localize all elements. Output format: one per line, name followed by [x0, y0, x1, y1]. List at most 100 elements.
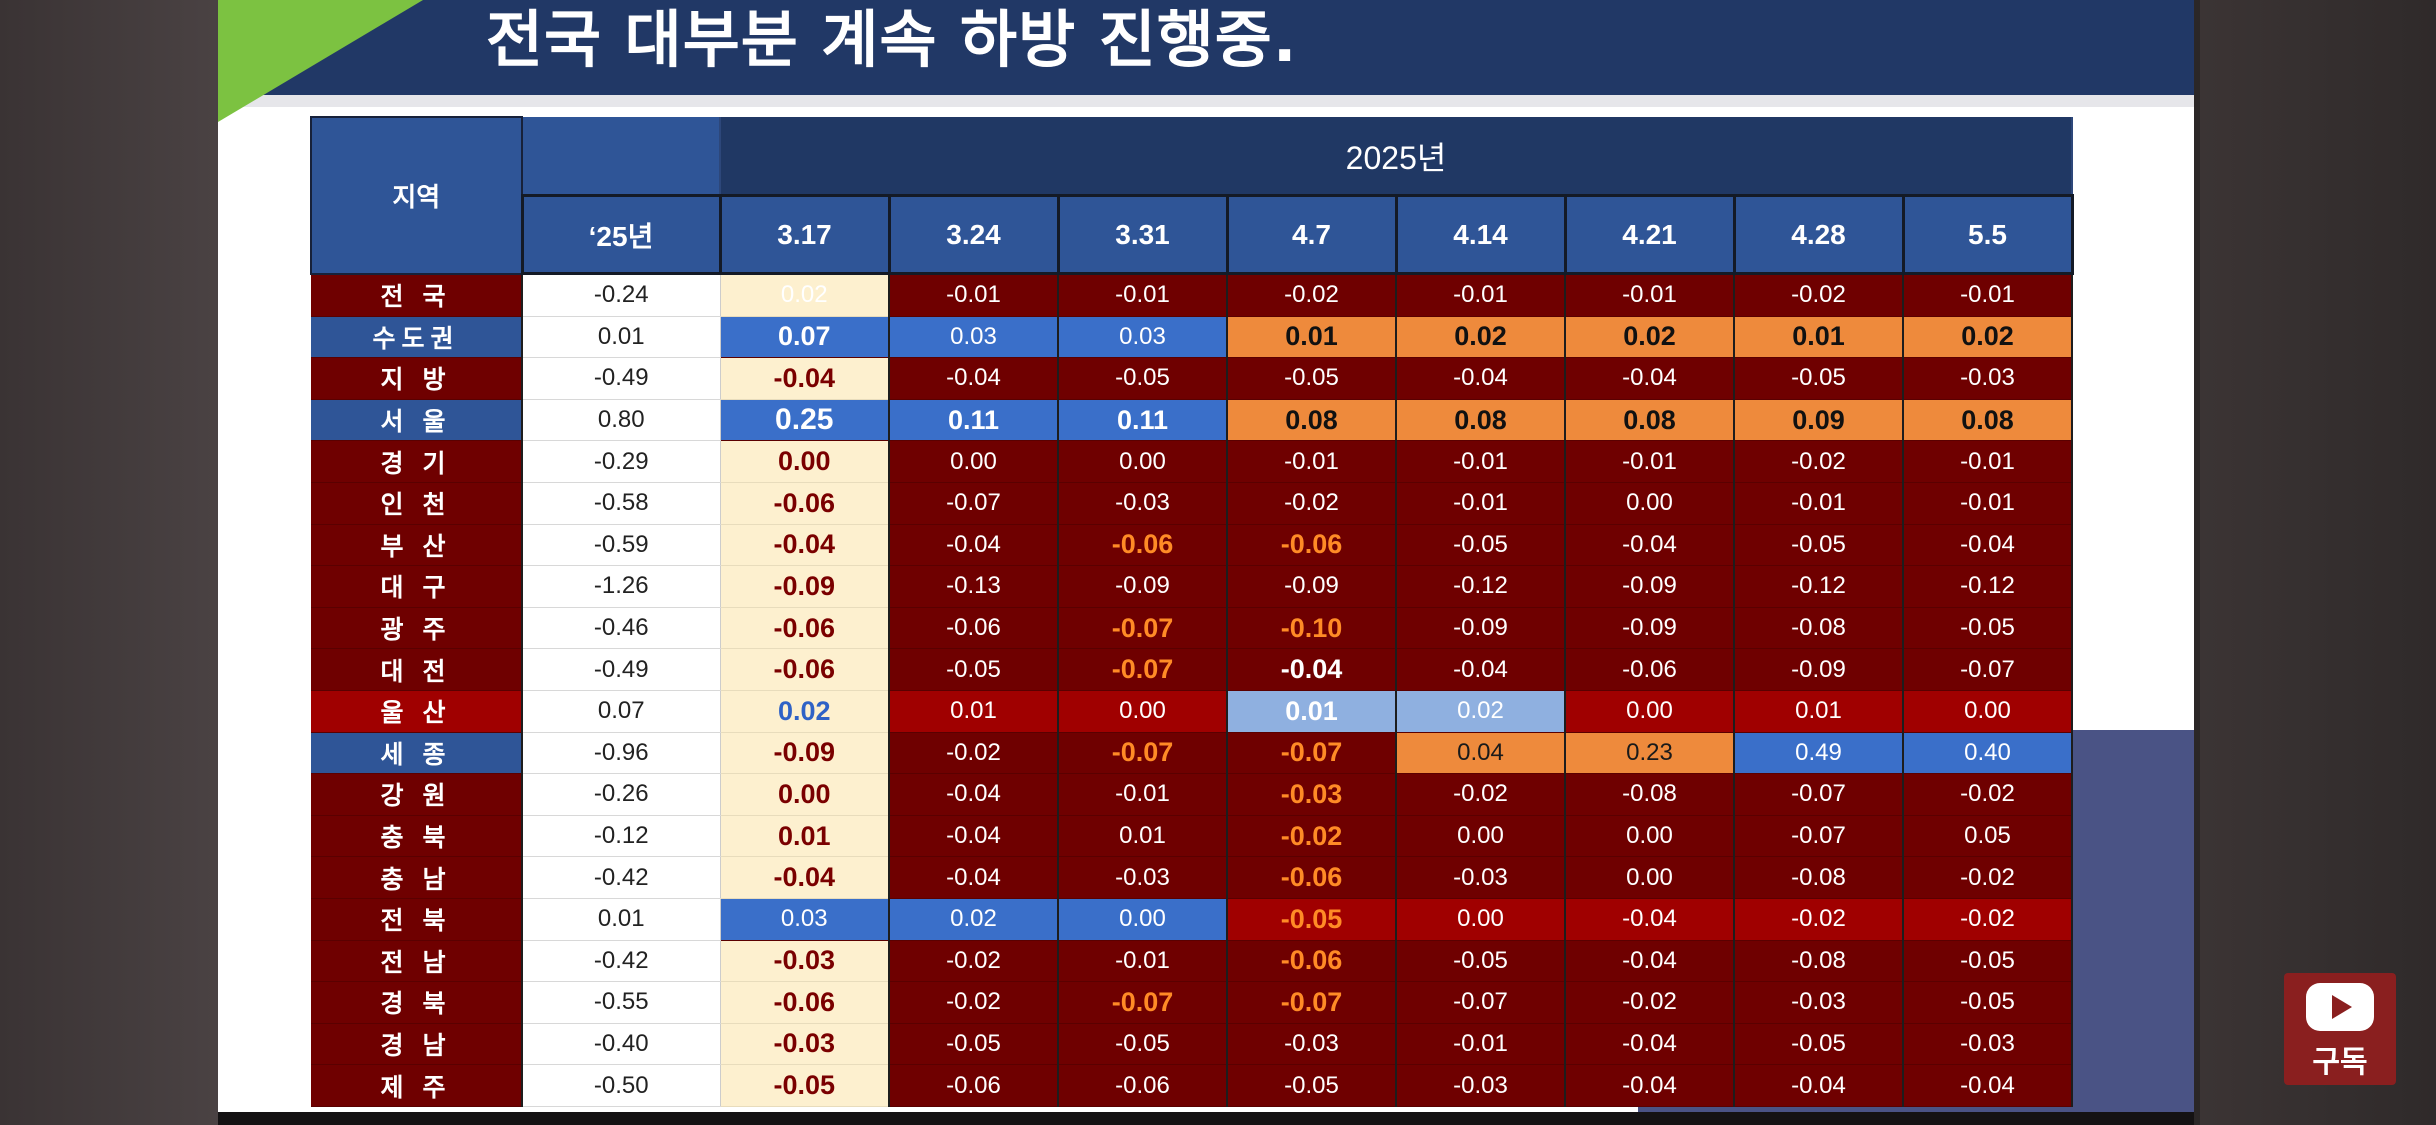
week-header: 4.7	[1225, 194, 1398, 275]
weekly-change-cell: 0.08	[1227, 399, 1397, 442]
weekly-change-cell: -0.09	[1565, 607, 1735, 650]
value-2025-cell: 0.07	[522, 690, 721, 733]
weekly-change-cell: -0.05	[889, 1023, 1059, 1066]
region-label: 경 기	[311, 440, 523, 483]
weekly-change-cell: -0.07	[1058, 981, 1228, 1024]
slide-title: 전국 대부분 계속 하방 진행중.	[486, 3, 1298, 76]
weekly-change-cell: -0.01	[1903, 273, 2073, 317]
weekly-change-cell: -0.07	[1903, 648, 2073, 691]
table-row: 대 전 -0.49 -0.06 -0.05 -0.07 -0.04 -0.04 -0.06 -0…	[311, 648, 2073, 691]
weekly-change-cell: -0.03	[1734, 981, 1904, 1024]
subscribe-button[interactable]: 구독	[2284, 973, 2396, 1085]
weekly-change-cell: -0.02	[1227, 273, 1397, 317]
week-header: 3.31	[1056, 194, 1229, 275]
header-band	[218, 0, 2194, 95]
weekly-change-cell: -0.05	[1396, 940, 1566, 983]
weekly-change-cell: -0.04	[889, 773, 1059, 816]
weekly-change-cell: -0.01	[1396, 273, 1566, 317]
weekly-change-cell: -0.09	[1565, 565, 1735, 608]
value-2025-cell: -0.49	[522, 648, 721, 691]
weekly-change-cell: -0.08	[1734, 856, 1904, 899]
weekly-change-cell: -0.02	[1734, 273, 1904, 317]
weekly-change-cell: 0.00	[1396, 898, 1566, 941]
weekly-change-cell: 0.25	[720, 399, 890, 442]
weekly-change-cell: 0.08	[1903, 399, 2073, 442]
weekly-change-cell: -0.04	[1565, 1064, 1735, 1107]
weekly-change-cell: -0.06	[720, 482, 890, 525]
table-row: 경 남 -0.40 -0.03 -0.05 -0.05 -0.03 -0.01 -0.04 -0…	[311, 1023, 2073, 1066]
value-2025-cell: -0.50	[522, 1064, 721, 1107]
weekly-change-cell: -0.04	[1565, 524, 1735, 567]
weekly-change-cell: -0.06	[1058, 524, 1228, 567]
weekly-change-cell: 0.03	[1058, 316, 1228, 359]
green-corner-decoration	[218, 0, 423, 122]
weekly-change-cell: -0.04	[720, 856, 890, 899]
weekly-change-cell: -0.07	[1058, 648, 1228, 691]
table-row: 전 남 -0.42 -0.03 -0.02 -0.01 -0.06 -0.05 -0.04 -0…	[311, 940, 2073, 983]
table-row: 강 원 -0.26 0.00 -0.04 -0.01 -0.03 -0.02 -0.08 -0.…	[311, 773, 2073, 816]
value-2025-cell: -0.24	[522, 273, 721, 317]
region-label: 제 주	[311, 1064, 523, 1107]
weekly-change-cell: -0.01	[1565, 273, 1735, 317]
table-row: 울 산 0.07 0.02 0.01 0.00 0.01 0.02 0.00 0.01 0.00	[311, 690, 2073, 733]
weekly-change-cell: -0.06	[720, 607, 890, 650]
weekly-change-cell: 0.09	[1734, 399, 1904, 442]
weekly-change-cell: 0.02	[720, 273, 890, 317]
weekly-change-cell: -0.01	[1058, 940, 1228, 983]
weekly-change-cell: -0.03	[720, 940, 890, 983]
weekly-change-cell: -0.07	[1734, 773, 1904, 816]
region-label: 충 남	[311, 856, 523, 899]
region-label: 광 주	[311, 607, 523, 650]
weekly-change-cell: -0.01	[1396, 440, 1566, 483]
weekly-change-cell: 0.00	[720, 440, 890, 483]
col-25-header: ‘25년	[520, 194, 722, 275]
weekly-change-cell: 0.08	[1396, 399, 1566, 442]
weekly-change-cell: -0.04	[889, 524, 1059, 567]
weekly-change-cell: -0.09	[1227, 565, 1397, 608]
region-label: 지 방	[311, 357, 523, 400]
weekly-change-cell: 0.05	[1903, 815, 2073, 858]
week-header: 3.24	[887, 194, 1060, 275]
weekly-change-cell: -0.07	[889, 482, 1059, 525]
weekly-change-cell: -0.12	[1734, 565, 1904, 608]
weekly-change-cell: 0.02	[1396, 316, 1566, 359]
weekly-change-cell: -0.07	[1058, 732, 1228, 775]
weekly-change-cell: 0.00	[1396, 815, 1566, 858]
region-label: 전 국	[311, 273, 523, 317]
week-header: 4.28	[1732, 194, 1905, 275]
table-row: 서 울 0.80 0.25 0.11 0.11 0.08 0.08 0.08 0.09 0.08	[311, 399, 2073, 442]
value-2025-cell: -0.29	[522, 440, 721, 483]
weekly-change-cell: 0.02	[889, 898, 1059, 941]
table-row: 경 기 -0.29 0.00 0.00 0.00 -0.01 -0.01 -0.01 -0.02…	[311, 440, 2073, 483]
weekly-change-cell: 0.00	[1903, 690, 2073, 733]
weekly-change-cell: -0.07	[1227, 732, 1397, 775]
weekly-change-cell: -0.04	[889, 815, 1059, 858]
region-label: 수도권	[311, 316, 523, 359]
table-row: 수도권 0.01 0.07 0.03 0.03 0.01 0.02 0.02 0.01 0.02	[311, 316, 2073, 359]
week-header: 4.14	[1394, 194, 1567, 275]
weekly-change-cell: -0.03	[1058, 856, 1228, 899]
weekly-change-cell: 0.02	[1565, 316, 1735, 359]
region-label: 전 북	[311, 898, 523, 941]
table-row: 지 방 -0.49 -0.04 -0.04 -0.05 -0.05 -0.04 -0.04 -0…	[311, 357, 2073, 400]
right-background	[2200, 0, 2436, 1125]
presentation-slide: 전국 대부분 계속 하방 진행중. 지역 2025년 ‘25년 3.17 3.24…	[218, 0, 2194, 1112]
region-label: 전 남	[311, 940, 523, 983]
region-label: 서 울	[311, 399, 523, 442]
weekly-change-cell: -0.05	[1227, 357, 1397, 400]
table-row: 경 북 -0.55 -0.06 -0.02 -0.07 -0.07 -0.07 -0.02 -0…	[311, 981, 2073, 1024]
weekly-change-cell: 0.02	[720, 690, 890, 733]
weekly-change-cell: -0.06	[1227, 856, 1397, 899]
weekly-change-cell: -0.09	[1396, 607, 1566, 650]
weekly-change-cell: -0.05	[1903, 607, 2073, 650]
weekly-change-cell: -0.05	[1058, 357, 1228, 400]
weekly-change-cell: -0.12	[1903, 565, 2073, 608]
weekly-change-cell: 0.00	[1565, 690, 1735, 733]
table-row: 제 주 -0.50 -0.05 -0.06 -0.06 -0.05 -0.03 -0.04 -0…	[311, 1064, 2073, 1107]
weekly-change-cell: -0.05	[1227, 1064, 1397, 1107]
weekly-change-cell: -0.12	[1396, 565, 1566, 608]
weekly-change-cell: -0.06	[720, 981, 890, 1024]
weekly-change-cell: -0.04	[1227, 648, 1397, 691]
weekly-change-cell: -0.08	[1734, 607, 1904, 650]
value-2025-cell: 0.01	[522, 898, 721, 941]
